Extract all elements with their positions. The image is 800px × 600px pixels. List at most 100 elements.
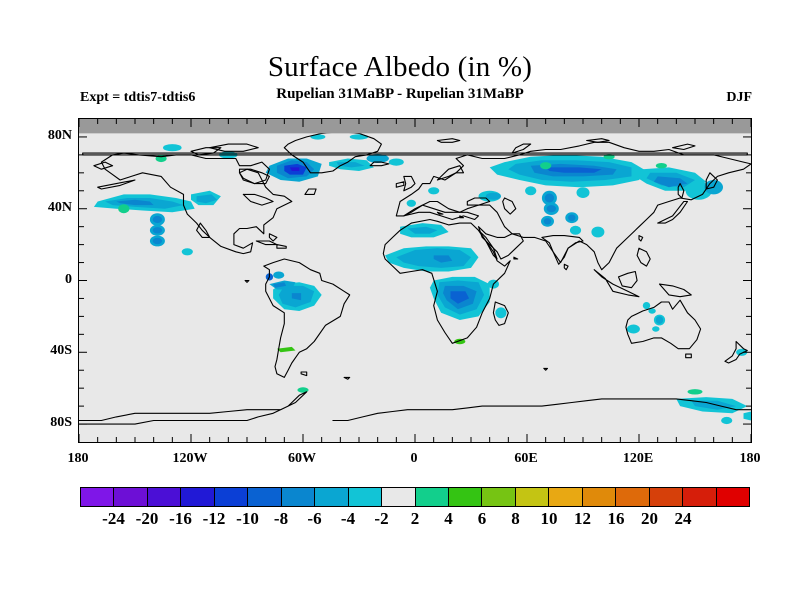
coastline-iceland: [369, 161, 390, 167]
y-tick-label: 80N: [47, 127, 72, 143]
colorbar-tick-label: -2: [374, 509, 389, 528]
new-zealand-patch: [736, 348, 748, 356]
scotia-positive: [297, 387, 309, 393]
coastline-socotra: [513, 256, 519, 260]
colorbar-tick-label: -12: [202, 509, 226, 528]
coastline-baltic: [436, 165, 465, 181]
iceland-anomaly: [366, 154, 389, 163]
colorbar-tick-label: 16: [607, 509, 625, 528]
colorbar-cell: [582, 488, 617, 506]
ross-sea-anomaly: [743, 411, 751, 421]
coastline-tasmania: [685, 353, 692, 359]
colorbar-cell: [549, 488, 583, 506]
ross-ice-patch: [721, 416, 733, 425]
colorbar-cell: [616, 488, 650, 506]
colorbar-cell: [315, 488, 349, 506]
australia-west-patch: [626, 324, 640, 334]
page-title: Surface Albedo (in %): [267, 51, 533, 83]
nwpacific-east-core: [196, 194, 218, 204]
coastline-north-america: [100, 152, 293, 255]
colorbar-tick-label: -8: [273, 509, 289, 528]
coastline-uk: [403, 175, 416, 192]
pacific-patch-core: [152, 237, 163, 245]
colorbar-cell: [348, 488, 383, 506]
map-background: [79, 119, 751, 442]
southern-chile-positive: [276, 346, 296, 353]
tibet-patch-core: [568, 214, 576, 221]
y-tick-label: 80S: [50, 415, 72, 431]
colorbar-tick-label: 12: [574, 509, 591, 528]
coastline-greenland: [283, 131, 382, 174]
europe-patch: [428, 187, 440, 195]
greenland-anomaly-core: [336, 162, 365, 168]
x-tick-label: 120E: [622, 451, 654, 466]
experiment-label: Expt = tdtis7-tdtis6: [80, 90, 196, 105]
colorbar-cell: [214, 488, 249, 506]
siberia-anomaly-peak: [545, 167, 602, 173]
colorbar-cell: [415, 488, 449, 506]
coastline-antarctica: [79, 391, 308, 425]
coastline-ireland: [395, 181, 405, 188]
coastline-philippines: [636, 247, 651, 267]
pacific-patch-core: [152, 215, 163, 224]
central-asia-patch-core: [546, 205, 556, 213]
pacific-positive-patch: [118, 204, 130, 214]
y-tick-label: 0: [65, 271, 72, 287]
coastline-sicily: [436, 211, 444, 215]
colorbar-cell: [81, 488, 115, 506]
central-asia-patch-core: [544, 193, 555, 203]
coastline-newfoundland: [304, 188, 317, 195]
ne-siberia-positive: [655, 163, 668, 169]
colorbar-cell: [683, 488, 717, 506]
coastline-south-georgia: [343, 376, 351, 380]
coastline-aleutians: [97, 179, 136, 190]
coastline-caspian: [502, 197, 517, 215]
australia-north-patch: [648, 308, 656, 314]
mongolia-patch: [576, 187, 590, 198]
kazakh-patch: [525, 186, 537, 196]
colorbar-tick-label: 24: [674, 509, 692, 528]
map-plot-area: [78, 118, 752, 443]
beaufort-anomaly: [163, 144, 182, 152]
high-arctic-patch: [349, 134, 369, 140]
norwegian-sea-anomaly: [388, 158, 404, 166]
colorbar-tick-labels: -24 -20 -16 -12 -10 -8 -6 -4 -2 2 4 6 8 10 12 16 20 24: [80, 509, 750, 531]
coastline-india: [541, 235, 584, 265]
coastline-baja: [196, 222, 211, 238]
colorbar-tick-label: 6: [477, 509, 487, 528]
coastline-red-sea: [477, 229, 498, 260]
colorbar-swatches: [80, 487, 750, 507]
colorbar-cell: [181, 488, 215, 506]
x-tick-label: 180: [739, 451, 761, 466]
coastline-severnaya: [586, 138, 610, 143]
coastline-galapagos: [244, 279, 250, 283]
himalaya-patch: [569, 225, 582, 235]
colorbar-cell: [716, 488, 750, 506]
colorbar-cell: [515, 488, 550, 506]
coastline-new-siberian: [672, 143, 696, 151]
npacific-anomaly-core: [116, 199, 154, 206]
colorbar-tick-label: 10: [540, 509, 558, 528]
colorbar-cell: [649, 488, 684, 506]
coastline-hispaniola: [276, 244, 287, 249]
coastline-kamchatka: [705, 172, 718, 190]
colorbar-cell: [147, 488, 182, 506]
x-tick-label: 180: [67, 451, 89, 466]
coastline-novaya-zemlya: [511, 143, 532, 154]
colorbar: [80, 487, 750, 507]
madagascar-patch: [495, 307, 507, 319]
australia-central-patch: [652, 326, 660, 332]
colorbar-tick-label: 2: [410, 509, 420, 528]
axis-tickmarks: [79, 119, 751, 442]
siberia-positive-patch: [540, 162, 552, 170]
colorbar-tick-label: 20: [641, 509, 658, 528]
coastline-arctic-islands: [209, 143, 259, 152]
colorbar-cell: [248, 488, 282, 506]
colorbar-cell: [448, 488, 483, 506]
colorbar-tick-label: -16: [169, 509, 192, 528]
season-label: DJF: [726, 90, 752, 105]
x-tick-label: 0: [410, 451, 418, 466]
coastline-bahamas: [268, 233, 278, 242]
coastline-hudson-bay: [238, 168, 270, 185]
